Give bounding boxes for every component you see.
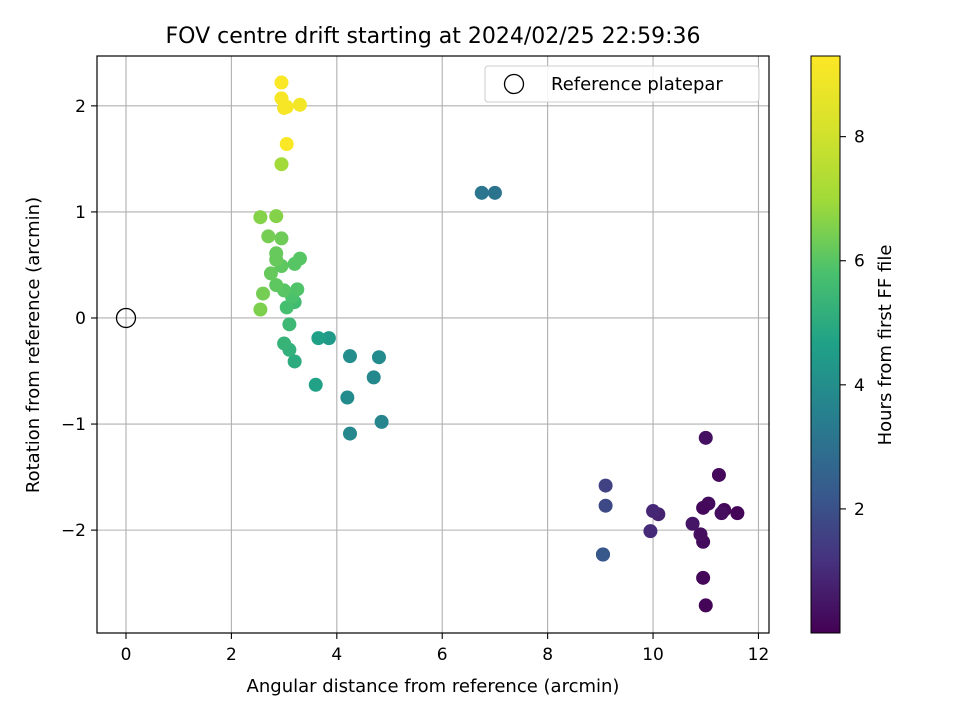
colorbar-ticks: 2 4 6 8: [840, 128, 865, 520]
data-point: [269, 246, 284, 261]
data-point: [696, 570, 711, 585]
data-point: [290, 282, 305, 297]
data-point: [279, 300, 294, 315]
x-tick-label: 12: [748, 645, 770, 665]
data-point: [292, 97, 307, 112]
data-point: [598, 498, 613, 513]
y-tick-label: −1: [61, 415, 86, 435]
data-point: [308, 377, 323, 392]
colorbar-tick-label: 4: [854, 376, 865, 396]
data-point: [595, 547, 610, 562]
x-tick-label: 10: [642, 645, 664, 665]
data-point: [698, 598, 713, 613]
data-point: [253, 210, 268, 225]
legend-entry-reference: Reference platepar: [551, 74, 723, 95]
data-point: [711, 467, 726, 482]
data-point: [282, 317, 297, 332]
colorbar-gradient: [810, 55, 841, 634]
data-point: [366, 370, 381, 385]
data-point: [598, 478, 613, 493]
data-point: [342, 426, 357, 441]
data-point: [487, 185, 502, 200]
y-tick-label: 1: [75, 203, 86, 223]
colorbar-label: Hours from first FF file: [875, 245, 896, 446]
plot-frame: [96, 55, 770, 634]
data-point: [261, 229, 276, 244]
y-tick-label: −2: [61, 521, 86, 541]
data-point: [274, 231, 289, 246]
data-point: [730, 506, 745, 521]
data-point: [693, 527, 708, 542]
grid-lines: [97, 56, 769, 633]
data-point: [253, 302, 268, 317]
reference-marker-group: [115, 307, 137, 329]
legend: Reference platepar: [484, 65, 760, 103]
y-tick-label: 2: [75, 97, 86, 117]
reference-platepar-marker: [115, 307, 137, 329]
data-point: [279, 137, 294, 152]
data-point: [698, 430, 713, 445]
x-tick-label: 6: [437, 645, 448, 665]
legend-reference-marker: [503, 73, 525, 95]
x-tick-label: 0: [121, 645, 132, 665]
data-point: [277, 336, 292, 351]
data-point: [287, 354, 302, 369]
data-point: [274, 91, 289, 106]
data-point: [714, 506, 729, 521]
x-tick-label: 8: [542, 645, 553, 665]
colorbar-tick-label: 6: [854, 252, 865, 272]
data-point: [643, 524, 658, 539]
colorbar-tick-label: 8: [854, 128, 865, 148]
data-point: [269, 278, 284, 293]
y-axis-label: Rotation from reference (arcmin): [23, 197, 44, 493]
data-point: [274, 75, 289, 90]
data-point: [263, 266, 278, 281]
data-point: [374, 414, 389, 429]
y-tick-label: 0: [75, 309, 86, 329]
data-point: [274, 157, 289, 172]
colorbar: 2 4 6 8 Hours from first FF file: [810, 55, 896, 634]
x-axis-ticks: 0 2 4 6 8 10 12: [121, 633, 770, 665]
data-point: [311, 331, 326, 346]
legend-box: [484, 65, 760, 103]
x-axis-label: Angular distance from reference (arcmin): [247, 676, 620, 697]
x-tick-label: 4: [331, 645, 342, 665]
data-point: [292, 251, 307, 266]
chart-title: FOV centre drift starting at 2024/02/25 …: [166, 24, 701, 49]
data-point: [371, 350, 386, 365]
data-point: [269, 209, 284, 224]
data-point: [685, 516, 700, 531]
data-point: [474, 185, 489, 200]
x-tick-label: 2: [226, 645, 237, 665]
data-point: [340, 390, 355, 405]
data-point: [646, 504, 661, 519]
colorbar-tick-label: 2: [854, 500, 865, 520]
data-point: [342, 349, 357, 364]
data-point: [256, 286, 271, 301]
data-point: [696, 500, 711, 515]
data-point: [321, 331, 336, 346]
y-axis-ticks: −2 −1 0 1 2: [61, 97, 97, 541]
data-points: [253, 75, 745, 613]
